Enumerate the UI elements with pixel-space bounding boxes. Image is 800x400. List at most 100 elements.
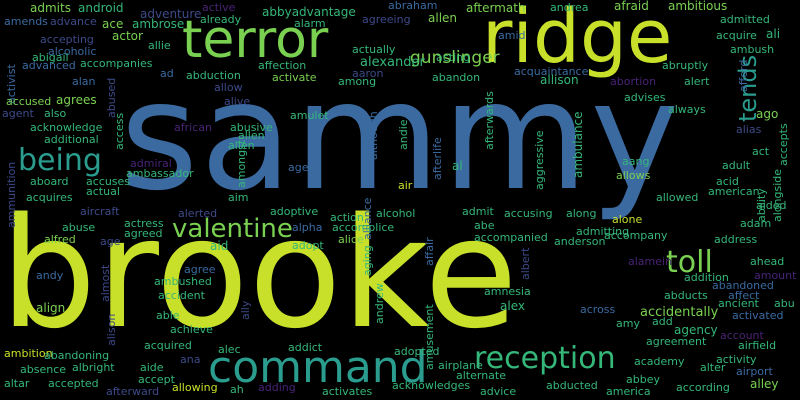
word-ago: ago bbox=[756, 107, 779, 121]
word-accusing: accusing bbox=[504, 207, 553, 220]
word-activated: activated bbox=[732, 309, 784, 322]
word-activate: activate bbox=[272, 71, 317, 84]
word-abraham: abraham bbox=[388, 0, 438, 12]
word-addict: addict bbox=[288, 341, 323, 354]
word-alex: alex bbox=[500, 299, 525, 313]
word-also: also bbox=[44, 107, 67, 120]
word-aging: aging bbox=[361, 245, 374, 276]
word-able: able bbox=[156, 309, 180, 322]
word-ancient: ancient bbox=[718, 297, 759, 310]
word-although: although bbox=[367, 111, 380, 160]
word-afterlife: afterlife bbox=[431, 137, 444, 180]
word-terror: terror bbox=[182, 10, 329, 70]
word-reception: reception bbox=[474, 341, 616, 376]
word-account: account bbox=[720, 329, 764, 342]
word-abducts: abducts bbox=[664, 289, 708, 302]
word-admits: admits bbox=[30, 1, 71, 15]
word-adam: adam bbox=[740, 217, 772, 230]
word-age: age bbox=[100, 235, 121, 248]
word-amulet: amulet bbox=[290, 109, 329, 122]
word-active: active bbox=[202, 1, 236, 14]
word-agree: agree bbox=[184, 263, 216, 276]
word-alias: alias bbox=[736, 123, 762, 136]
word-alice: alice bbox=[338, 233, 364, 246]
word-agent: agent bbox=[2, 107, 34, 120]
word-allowing: allowing bbox=[172, 381, 218, 394]
word-aid: aid bbox=[210, 239, 229, 253]
word-ridge: ridge bbox=[482, 0, 673, 80]
word-accepted: accepted bbox=[48, 377, 99, 390]
word-actress: actress bbox=[124, 217, 164, 230]
word-almost: almost bbox=[99, 264, 112, 302]
word-sammy: sammy bbox=[120, 50, 682, 224]
word-always: always bbox=[668, 103, 706, 116]
word-ad: ad bbox=[160, 67, 174, 80]
word-accompanied: accompanied bbox=[474, 231, 548, 244]
word-abduction: abduction bbox=[186, 69, 241, 82]
word-aftermath: aftermath bbox=[466, 1, 526, 15]
word-align: align bbox=[36, 301, 66, 315]
word-accepts: accepts bbox=[777, 123, 790, 166]
word-command: command bbox=[208, 342, 428, 393]
word-amends: amends bbox=[4, 15, 48, 28]
word-abandoned: abandoned bbox=[712, 279, 774, 292]
word-allows: allows bbox=[616, 169, 651, 182]
word-ah: ah bbox=[230, 383, 244, 396]
word-achieve: achieve bbox=[170, 323, 213, 336]
word-acquired: acquired bbox=[144, 339, 192, 352]
word-ambush: ambush bbox=[730, 43, 775, 56]
word-alarm: alarm bbox=[294, 17, 326, 30]
word-air: air bbox=[398, 179, 413, 192]
word-along: along bbox=[566, 207, 597, 220]
word-abandon: abandon bbox=[432, 71, 481, 84]
word-aided: aided bbox=[756, 199, 787, 212]
word-alert: alert bbox=[684, 75, 710, 88]
word-aircraft: aircraft bbox=[80, 205, 120, 218]
word-actually: actually bbox=[352, 43, 396, 56]
word-ambitious: ambitious bbox=[668, 0, 728, 13]
word-acquaintance: acquaintance bbox=[514, 65, 589, 78]
word-alameda: alamein bbox=[628, 255, 673, 268]
word-address: address bbox=[714, 233, 758, 246]
word-alien: alien bbox=[228, 139, 255, 152]
word-allow: allow bbox=[214, 81, 243, 94]
word-addition: addition bbox=[684, 271, 729, 284]
word-ace: ace bbox=[102, 17, 124, 31]
word-abbey: abbey bbox=[626, 373, 660, 386]
word-advises: advises bbox=[624, 91, 666, 104]
word-ambulance: ambulance bbox=[571, 111, 585, 178]
word-allen2: allen bbox=[238, 129, 265, 142]
word-aged: aged bbox=[288, 161, 316, 174]
word-albright: albright bbox=[72, 361, 115, 374]
word-aggressive: aggressive bbox=[533, 130, 546, 190]
word-america: america bbox=[606, 385, 651, 398]
word-alexander: alexander bbox=[360, 55, 425, 70]
word-anderson: anderson bbox=[554, 235, 606, 248]
word-andie: andie bbox=[397, 119, 410, 150]
word-airplane: airplane bbox=[438, 359, 483, 372]
word-alpha: alpha bbox=[292, 221, 323, 234]
word-act: act bbox=[752, 145, 770, 158]
word-alternate: alternate bbox=[456, 369, 506, 382]
word-acid: acid bbox=[716, 175, 739, 188]
word-andy: andy bbox=[36, 269, 64, 282]
word-amnesia: amnesia bbox=[484, 285, 531, 298]
word-allie: allie bbox=[148, 39, 171, 52]
word-already: already bbox=[200, 13, 242, 26]
word-al: al bbox=[452, 159, 463, 173]
word-adventure: adventure bbox=[140, 7, 202, 21]
word-acknowledge: acknowledge bbox=[30, 121, 103, 134]
word-affection: affection bbox=[258, 59, 307, 72]
word-alan: alan bbox=[72, 75, 96, 88]
word-academy: academy bbox=[634, 355, 685, 368]
word-agency: agency bbox=[674, 323, 718, 337]
word-accused: accused bbox=[6, 95, 52, 108]
word-aim: aim bbox=[228, 191, 249, 204]
word-accept: accept bbox=[138, 373, 175, 386]
word-altar: altar bbox=[4, 377, 30, 390]
word-agreed: agreed bbox=[124, 227, 163, 240]
word-allowed: allowed bbox=[656, 191, 699, 204]
word-being: being bbox=[18, 143, 102, 178]
word-adopt: adopt bbox=[292, 239, 324, 252]
word-alive: alive bbox=[224, 95, 251, 108]
